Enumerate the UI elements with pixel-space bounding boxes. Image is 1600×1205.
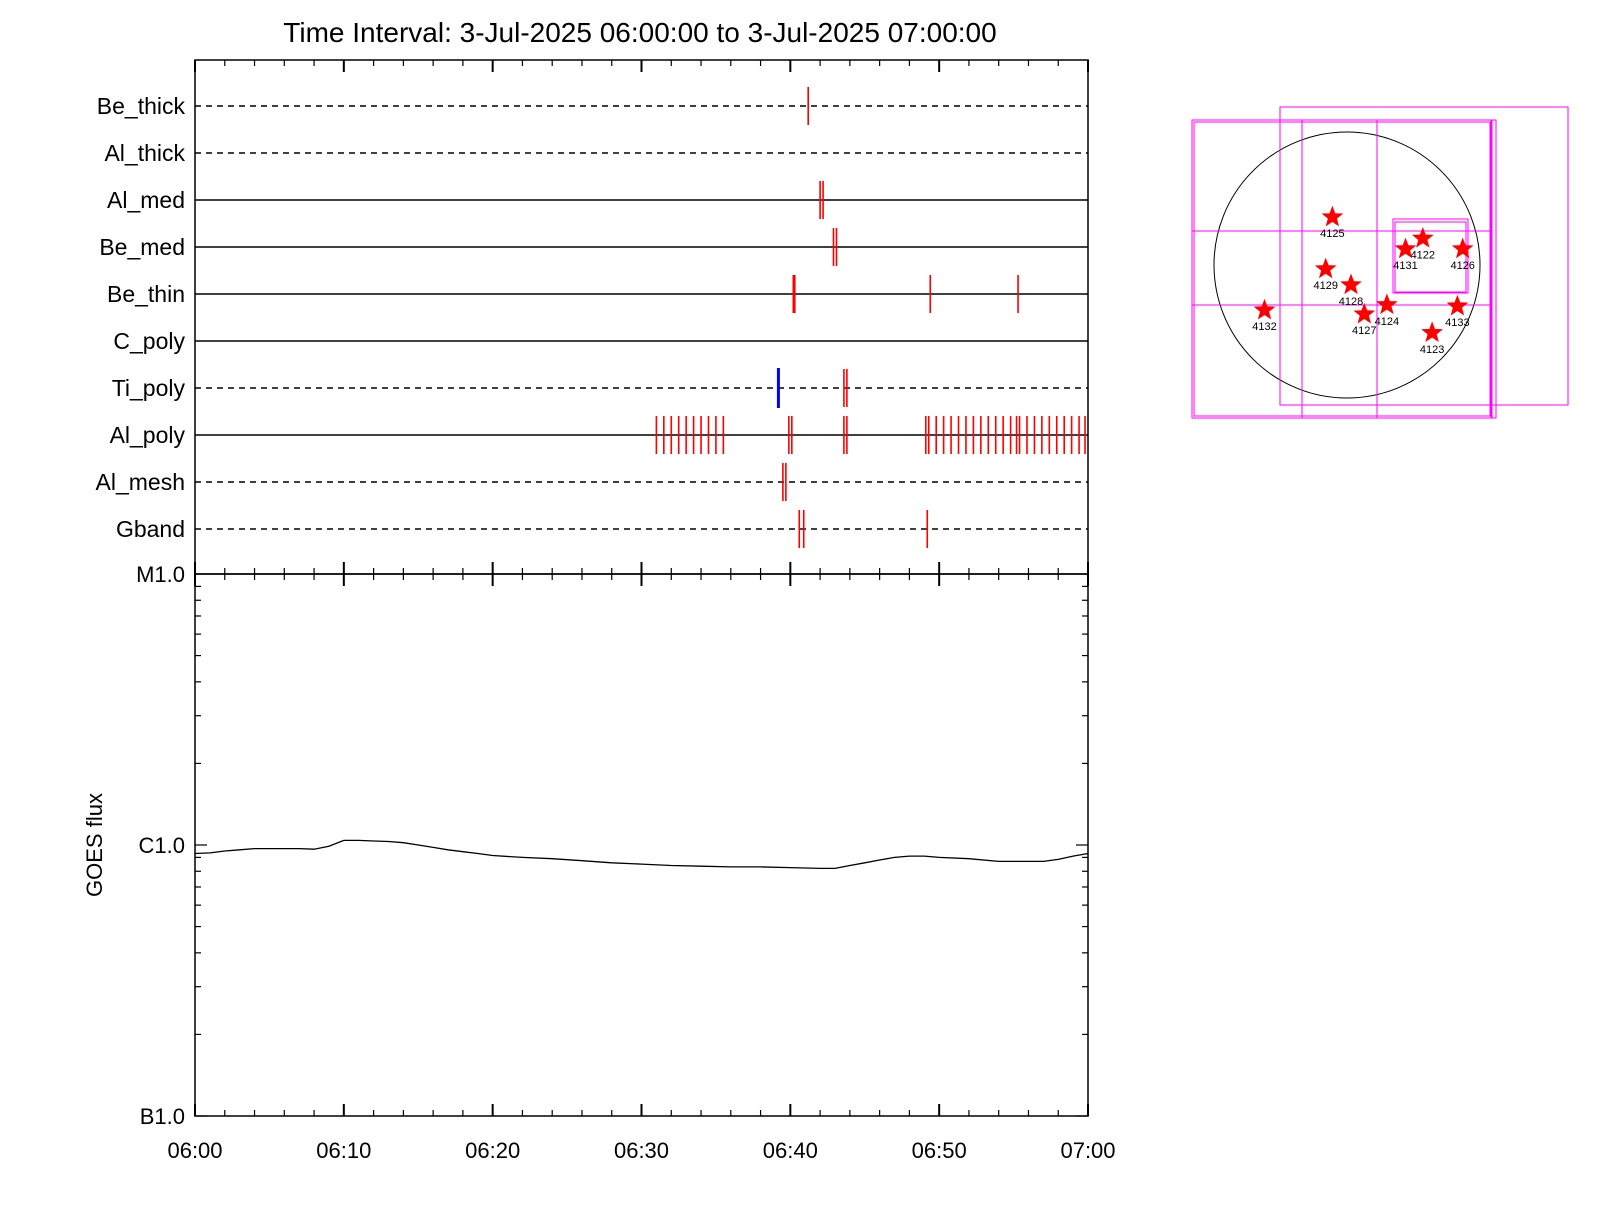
region-label: 4124 xyxy=(1375,316,1399,328)
x-tick-label: 06:10 xyxy=(316,1138,371,1163)
region-star xyxy=(1340,273,1362,295)
fov-box xyxy=(1279,106,1569,406)
row-label-al_poly: Al_poly xyxy=(110,422,186,448)
region-label: 4128 xyxy=(1339,296,1363,308)
timeline-frame xyxy=(194,59,1089,575)
fov-box xyxy=(1394,221,1467,293)
fov-box xyxy=(1193,121,1491,417)
row-label-al_thick: Al_thick xyxy=(104,140,185,166)
y-axis-label: GOES flux xyxy=(82,793,107,897)
region-label: 4132 xyxy=(1252,321,1276,333)
region-label: 4133 xyxy=(1445,317,1469,329)
region-label: 4125 xyxy=(1320,228,1344,240)
region-label: 4127 xyxy=(1352,325,1376,337)
y-tick-label: C1.0 xyxy=(139,833,185,858)
row-label-c_poly: C_poly xyxy=(113,328,185,354)
region-star xyxy=(1446,294,1469,316)
goes-frame xyxy=(194,573,1089,1117)
region-star xyxy=(1314,257,1337,279)
x-tick-label: 06:40 xyxy=(763,1138,818,1163)
region-star xyxy=(1394,237,1417,259)
row-label-al_mesh: Al_mesh xyxy=(96,469,185,495)
region-label: 4123 xyxy=(1420,344,1444,356)
row-label-al_med: Al_med xyxy=(107,187,185,213)
region-star xyxy=(1376,293,1398,315)
x-tick-label: 06:30 xyxy=(614,1138,669,1163)
region-label: 4129 xyxy=(1313,280,1337,292)
chart-title: Time Interval: 3-Jul-2025 06:00:00 to 3-… xyxy=(283,17,996,48)
fov-box xyxy=(1191,119,1493,419)
event-timeline-panel: Be_thick Al_thick Al_med Be_med Be_thin C_pol… xyxy=(96,59,1089,575)
y-tick-label: M1.0 xyxy=(136,562,185,587)
solar-disk-limb xyxy=(1213,131,1481,399)
row-label-ti_poly: Ti_poly xyxy=(112,375,186,401)
fov-box xyxy=(1376,119,1492,419)
row-label-be_thin: Be_thin xyxy=(107,281,185,307)
region-star xyxy=(1253,298,1276,320)
y-tick-label: B1.0 xyxy=(140,1104,185,1129)
region-star xyxy=(1353,302,1376,324)
region-star xyxy=(1321,205,1344,227)
row-label-gband: Gband xyxy=(116,516,185,542)
region-label: 4126 xyxy=(1450,260,1474,272)
row-label-be_med: Be_med xyxy=(99,234,185,260)
region-star xyxy=(1421,321,1443,343)
x-tick-label: 07:00 xyxy=(1060,1138,1115,1163)
region-label: 4122 xyxy=(1411,249,1435,261)
region-star xyxy=(1451,237,1474,259)
x-tick-label: 06:20 xyxy=(465,1138,520,1163)
goes-flux-panel: 06:00 06:10 06:20 06:30 06:40 06:50 07:00 B1.0 C… xyxy=(82,562,1116,1163)
row-label-be_thick: Be_thick xyxy=(97,93,186,119)
region-label: 4131 xyxy=(1393,260,1417,272)
x-tick-label: 06:00 xyxy=(167,1138,222,1163)
x-tick-label: 06:50 xyxy=(912,1138,967,1163)
region-star xyxy=(1411,226,1434,248)
goes-flux-line xyxy=(194,839,1089,870)
